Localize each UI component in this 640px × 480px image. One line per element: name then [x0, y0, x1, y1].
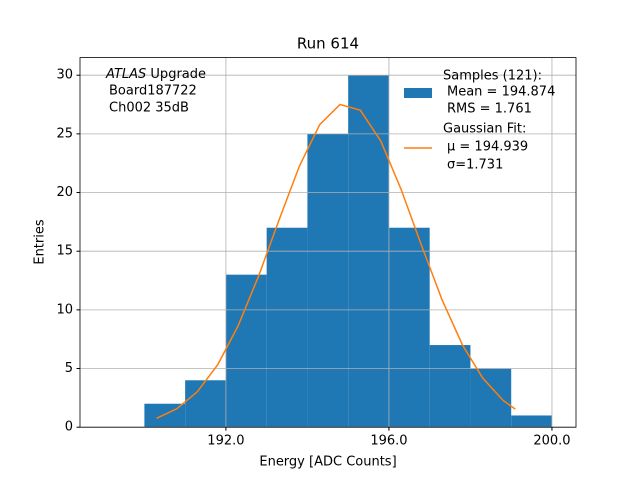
- bar: [266, 227, 308, 428]
- y-tick-label: 10: [56, 302, 73, 317]
- x-tick-label: 196.0: [370, 434, 407, 449]
- x-tick-label: 192.0: [207, 434, 244, 449]
- y-tick-label: 15: [56, 244, 73, 259]
- legend-label: μ = 194.939: [447, 140, 528, 155]
- annotation-italic: ATLAS: [105, 67, 146, 82]
- legend-label: Mean = 194.874: [447, 85, 555, 100]
- bar: [470, 368, 512, 428]
- bar: [429, 345, 471, 428]
- legend-label: σ=1.731: [447, 158, 503, 173]
- fit-line: [156, 103, 516, 419]
- bar: [185, 380, 226, 428]
- bar: [307, 133, 349, 428]
- chart-title: Run 614: [297, 35, 359, 53]
- x-tick-label: 200.0: [533, 434, 570, 449]
- bar: [511, 415, 552, 428]
- annotation: Ch002 35dB: [109, 101, 189, 116]
- annotation: Board187722: [109, 84, 197, 99]
- bar: [225, 274, 267, 428]
- y-tick-label: 0: [65, 420, 73, 435]
- axes-frame: [79, 57, 577, 428]
- y-tick-label: 5: [65, 361, 73, 376]
- legend-label: RMS = 1.761: [447, 102, 532, 117]
- annotation: ATLAS Upgrade: [105, 67, 206, 82]
- y-tick-label: 20: [56, 185, 73, 200]
- legend-patch: [404, 88, 432, 98]
- plot: [80, 57, 576, 428]
- y-tick-label: 30: [56, 68, 73, 83]
- x-axis-label: Energy [ADC Counts]: [259, 455, 396, 470]
- legend-label: Gaussian Fit:: [443, 122, 526, 137]
- legend-label: Samples (121):: [443, 69, 542, 84]
- y-tick-label: 25: [56, 126, 73, 141]
- bar: [388, 227, 430, 428]
- y-axis-label: Entries: [33, 219, 48, 265]
- annotation-text: Upgrade: [150, 67, 206, 82]
